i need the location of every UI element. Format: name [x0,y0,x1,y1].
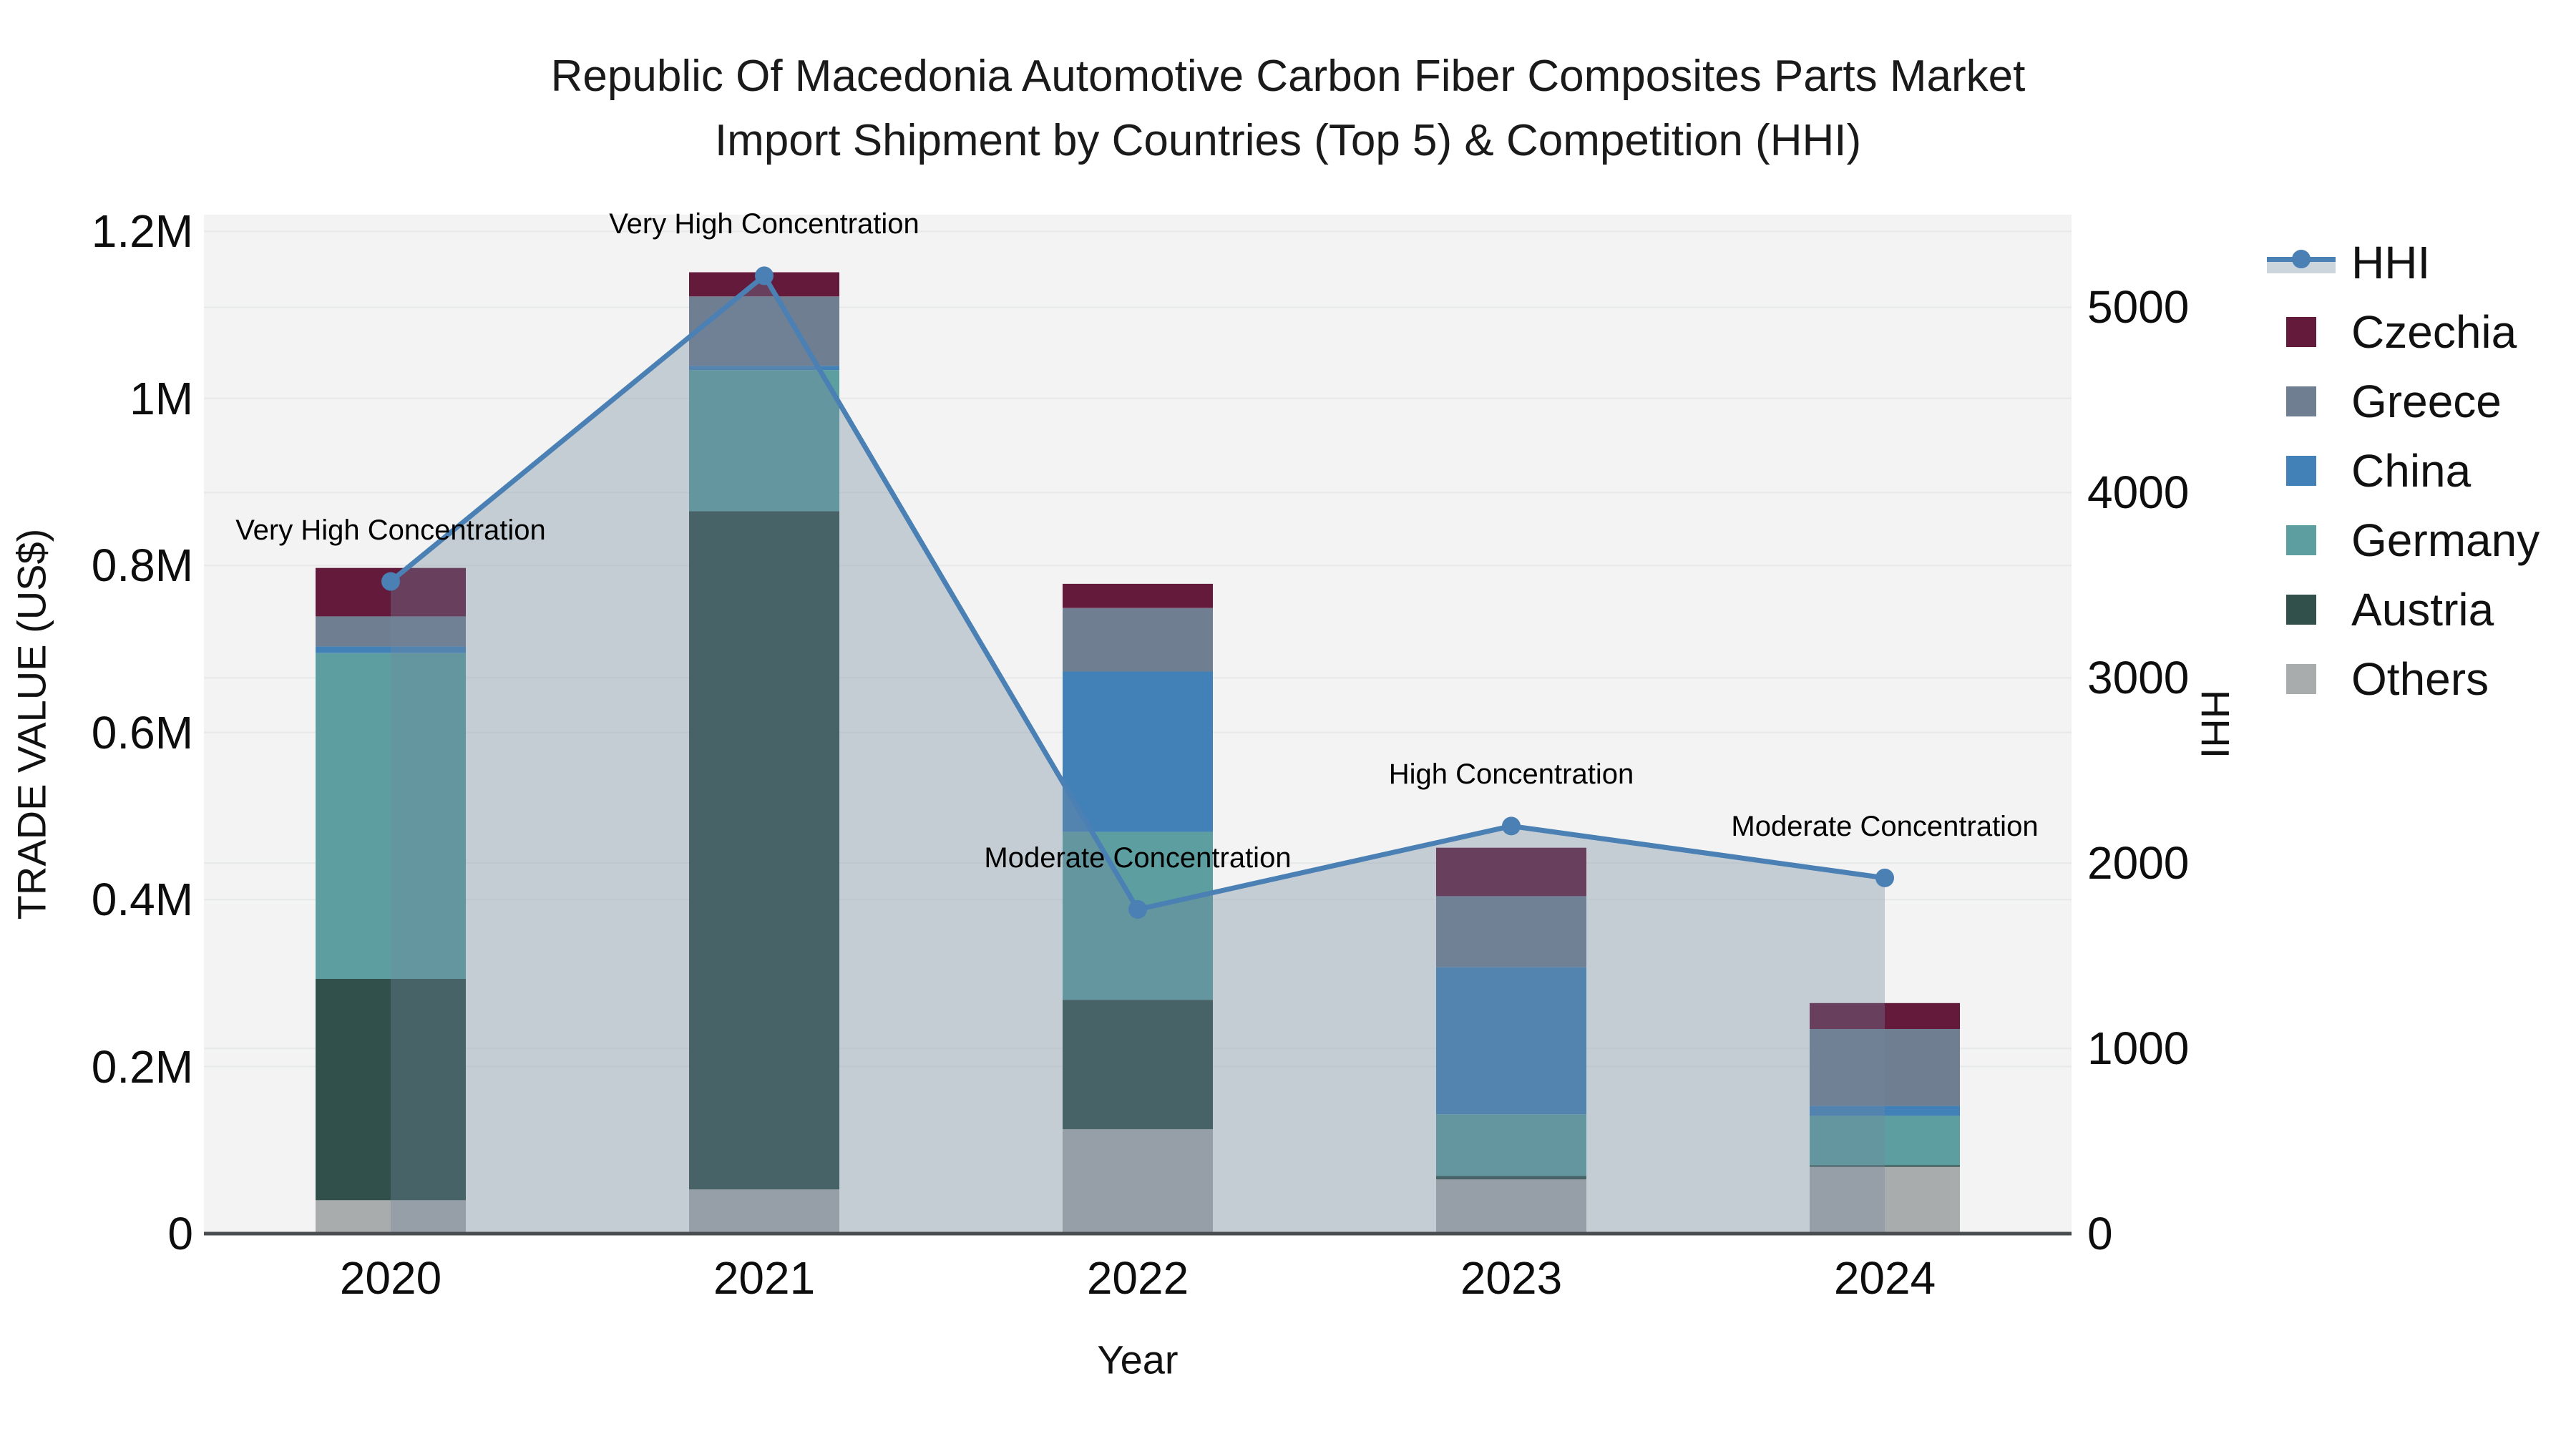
x-tick-label: 2024 [1833,1252,1936,1304]
bar-segment-china-2021[interactable] [689,366,839,371]
legend-item-others[interactable]: Others [2267,644,2540,713]
legend-swatch-icon [2267,386,2336,417]
hhi-area-fill [391,275,1885,1234]
bar-segment-china-2024[interactable] [1810,1106,1960,1116]
x-tick-label: 2020 [339,1252,442,1304]
bar-segment-others-2020[interactable] [316,1200,466,1234]
bar-segment-austria-2024[interactable] [1810,1165,1960,1167]
y-right-tick-label: 2000 [2087,837,2190,889]
bar-segment-austria-2023[interactable] [1436,1176,1586,1180]
legend-swatch-icon [2267,525,2336,556]
hhi-marker-2020[interactable] [381,572,400,591]
legend-item-hhi[interactable]: HHI [2267,228,2540,297]
bar-segment-others-2024[interactable] [1810,1166,1960,1234]
legend-label: Germany [2351,514,2540,566]
legend-label: Austria [2351,583,2494,635]
y-left-tick-label: 1.2M [91,205,193,258]
legend-swatch-china [2286,455,2316,486]
x-axis-title: Year [1097,1337,1179,1382]
y-left-tick-label: 0.2M [91,1040,193,1093]
bar-segment-greece-2020[interactable] [316,616,466,647]
hhi-annotation: Moderate Concentration [984,841,1292,874]
legend: HHI Czechia Greece China Germany Austria Other… [2267,228,2540,713]
bar-segment-germany-2020[interactable] [316,653,466,979]
hhi-line-sample [2267,247,2336,278]
legend-swatch-germany [2286,525,2316,555]
bar-segment-china-2020[interactable] [316,646,466,653]
hhi-annotation: High Concentration [1388,758,1634,791]
bar-segment-china-2023[interactable] [1436,967,1586,1115]
bar-segment-germany-2021[interactable] [689,370,839,512]
legend-label: Greece [2351,375,2502,427]
legend-item-greece[interactable]: Greece [2267,366,2540,436]
y-right-tick-label: 3000 [2087,652,2190,704]
hhi-marker-2023[interactable] [1502,816,1521,836]
bar-segment-czechia-2022[interactable] [1063,583,1213,608]
bar-segment-greece-2022[interactable] [1063,608,1213,672]
hhi-annotation: Very High Concentration [609,208,919,240]
chart-title-line1: Republic Of Macedonia Automotive Carbon … [550,52,2026,101]
legend-label: HHI [2351,236,2431,288]
hhi-marker-2024[interactable] [1875,868,1894,887]
legend-swatch-austria [2286,594,2316,625]
legend-item-czechia[interactable]: Czechia [2267,297,2540,366]
y-right-tick-label: 5000 [2087,281,2190,333]
bar-segment-austria-2021[interactable] [689,511,839,1190]
bar-segment-others-2021[interactable] [689,1189,839,1234]
legend-item-austria[interactable]: Austria [2267,575,2540,644]
bar-segment-greece-2021[interactable] [689,296,839,366]
y-right-tick-label: 0 [2087,1208,2113,1259]
y-left-tick-label: 1M [130,372,193,424]
legend-swatch-czechia [2286,316,2316,347]
bar-segment-czechia-2023[interactable] [1436,847,1586,897]
y-right-tick-label: 4000 [2087,467,2190,519]
legend-label: China [2351,444,2472,497]
bar-segment-greece-2023[interactable] [1436,896,1586,967]
legend-swatch-icon [2267,594,2336,625]
bar-segment-others-2023[interactable] [1436,1179,1586,1234]
bar-segment-germany-2023[interactable] [1436,1114,1586,1176]
legend-label: Czechia [2351,306,2517,358]
bar-segment-czechia-2024[interactable] [1810,1002,1960,1029]
y-left-tick-label: 0.8M [91,540,193,592]
y-right-tick-label: 1000 [2087,1023,2190,1075]
bar-segment-austria-2022[interactable] [1063,1000,1213,1130]
legend-item-china[interactable]: China [2267,436,2540,505]
y-axis-title-right: HHI [2192,689,2238,759]
hhi-annotation: Very High Concentration [235,514,546,546]
legend-swatch-icon [2267,316,2336,348]
x-tick-label: 2023 [1460,1252,1563,1304]
x-tick-label: 2021 [713,1252,816,1304]
x-tick-label: 2022 [1086,1252,1189,1304]
y-left-tick-label: 0 [167,1208,193,1259]
bar-segment-others-2022[interactable] [1063,1129,1213,1234]
legend-item-germany[interactable]: Germany [2267,505,2540,575]
hhi-annotation: Moderate Concentration [1731,810,2039,842]
chart-title: Republic Of Macedonia Automotive Carbon … [0,44,2576,173]
hhi-marker-2021[interactable] [755,266,774,286]
hhi-marker-swatch [2292,249,2311,268]
legend-label: Others [2351,653,2489,705]
bar-segment-germany-2024[interactable] [1810,1116,1960,1166]
y-axis-title-left: TRADE VALUE (US$) [9,528,54,920]
legend-swatch-icon [2267,663,2336,695]
legend-swatch-greece [2286,386,2316,416]
legend-swatch-others [2286,663,2316,694]
hhi-marker-2022[interactable] [1128,899,1147,919]
chart-title-line2: Import Shipment by Countries (Top 5) & C… [714,116,1862,165]
legend-swatch-icon [2267,455,2336,487]
y-left-tick-label: 0.4M [91,874,193,926]
bar-segment-china-2022[interactable] [1063,671,1213,832]
hhi-line-sample-icon [2267,247,2336,278]
y-left-tick-label: 0.6M [91,706,193,758]
bar-segment-greece-2024[interactable] [1810,1029,1960,1106]
bar-segment-austria-2020[interactable] [316,979,466,1201]
